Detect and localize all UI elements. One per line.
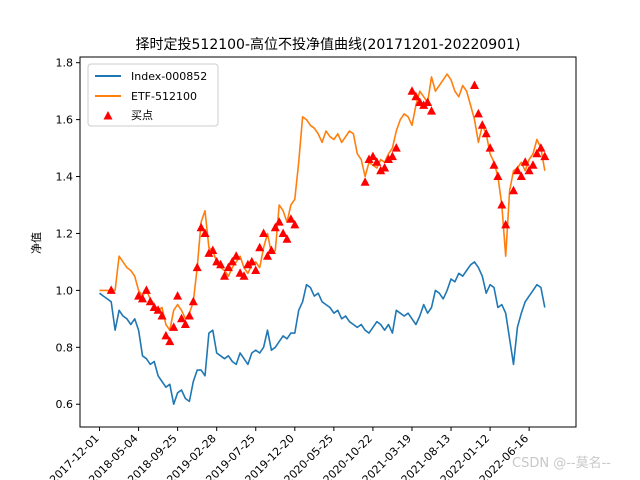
buy-point-marker [220,271,229,280]
buy-point-marker [138,293,147,303]
buy-point-marker [141,285,151,294]
buy-point-marker [165,336,175,346]
watermark: CSDN @--莫名-- [512,455,611,471]
buy-point-marker [427,106,436,115]
buy-point-marker [196,222,206,232]
buy-point-marker [243,259,253,269]
buy-point-marker [419,100,429,109]
buy-point-marker [239,271,249,280]
buy-point-marker [153,305,163,314]
buy-point-marker [270,222,280,232]
buy-point-marker [282,234,292,243]
buy-point-marker [251,265,261,274]
buy-point-marker [477,120,487,129]
buy-point-marker [266,245,276,254]
buy-point-marker [391,143,401,152]
buy-point-marker [407,86,417,95]
buy-point-marker [169,322,179,331]
buy-point-marker [204,248,214,257]
buy-point-marker [161,330,171,340]
buy-point-marker [290,219,300,229]
buy-point-marker [255,242,265,252]
y-tick-label: 0.8 [56,341,74,354]
buy-point-marker [489,160,499,169]
buy-point-marker [380,163,390,172]
buy-point-marker [387,151,397,161]
buy-point-marker [411,91,421,101]
buy-point-marker [278,228,288,237]
buy-point-marker [384,154,393,163]
legend-swatch-buy [103,111,113,120]
plot-area [99,73,550,406]
buy-point-marker [106,285,116,294]
buy-point-marker [208,245,218,254]
legend-label-index: Index-000852 [131,70,207,83]
buy-point-marker [536,143,546,152]
buy-point-marker [184,311,194,320]
buy-point-marker [524,165,534,175]
legend: Index-000852 ETF-512100 买点 [87,63,219,127]
buy-point-marker [263,251,272,260]
legend-label-buy: 买点 [131,109,153,122]
legend-label-etf: ETF-512100 [131,90,197,103]
buy-point-marker [286,214,296,223]
y-tick-label: 0.6 [56,398,74,411]
buy-point-marker [259,228,269,237]
series-line-index [99,261,546,406]
buy-point-marker [540,151,550,161]
buy-point-marker [423,97,433,106]
buy-point-marker [223,262,233,272]
buy-point-marker [180,319,190,328]
buy-point-marker [227,256,237,266]
buy-point-marker [516,171,526,180]
buy-point-marker [501,219,511,229]
buy-point-marker [360,177,370,186]
buy-point-marker [216,259,226,269]
chart-title: 择时定投512100-高位不投净值曲线(20171201-20220901) [136,36,521,53]
plot-frame [79,56,577,428]
y-tick-label: 1.6 [56,114,74,127]
y-axis-label: 净值 [29,232,43,254]
buy-point-marker [231,251,241,260]
y-tick-label: 1.2 [56,227,74,240]
buy-point-marker [192,262,202,272]
buy-point-marker [177,313,186,323]
buy-point-marker [157,311,167,320]
buy-point-marker [376,165,386,175]
buy-point-marker [509,185,518,195]
series-line-etf [99,73,546,332]
buy-point-marker [532,148,542,158]
y-axis-ticks: 0.6 0.8 1.0 1.2 1.4 1.6 1.8 [56,57,80,411]
y-tick-label: 1.8 [56,57,74,70]
buy-point-marker [528,160,538,169]
buy-point-marker [493,171,503,180]
buy-point-marker [470,80,479,89]
buy-point-marker [473,108,483,118]
buy-point-marker [247,256,257,266]
buy-point-marker [200,228,210,237]
buy-point-marker [364,154,374,163]
buy-point-marker [173,291,183,300]
buy-point-marker [497,200,507,209]
buy-point-marker [188,296,198,306]
buy-point-marker [372,157,382,166]
buy-point-marker [145,296,155,306]
y-tick-label: 1.4 [56,171,74,184]
buy-point-marker [485,143,495,152]
buy-point-marker [520,157,530,166]
buy-point-marker [481,128,491,138]
buy-point-marker [512,165,522,175]
buy-point-marker [274,217,284,226]
legend-box [87,63,219,127]
y-tick-label: 1.0 [56,284,74,297]
buy-point-marker [368,151,378,161]
